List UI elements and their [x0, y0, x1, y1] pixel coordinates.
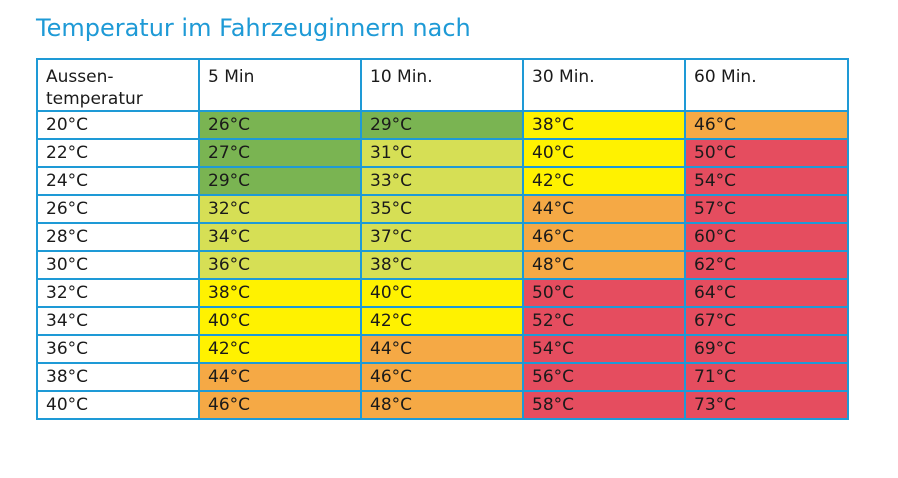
interior-temperature-cell: 54°C — [522, 334, 686, 364]
table-row: 24°C 29°C 33°C 42°C 54°C — [36, 166, 849, 196]
interior-temperature-cell: 60°C — [684, 222, 849, 252]
table-row: 30°C 36°C 38°C 48°C 62°C — [36, 250, 849, 280]
table-row: 40°C 46°C 48°C 58°C 73°C — [36, 390, 849, 420]
table-row: 38°C 44°C 46°C 56°C 71°C — [36, 362, 849, 392]
interior-temperature-cell: 40°C — [360, 278, 524, 308]
outside-temperature-cell: 22°C — [36, 138, 200, 168]
interior-temperature-cell: 44°C — [360, 334, 524, 364]
interior-temperature-cell: 71°C — [684, 362, 849, 392]
interior-temperature-cell: 44°C — [198, 362, 362, 392]
table-row: 32°C 38°C 40°C 50°C 64°C — [36, 278, 849, 308]
outside-temperature-cell: 28°C — [36, 222, 200, 252]
interior-temperature-cell: 48°C — [360, 390, 524, 420]
table-row: 26°C 32°C 35°C 44°C 57°C — [36, 194, 849, 224]
interior-temperature-cell: 46°C — [360, 362, 524, 392]
interior-temperature-cell: 73°C — [684, 390, 849, 420]
interior-temperature-cell: 38°C — [360, 250, 524, 280]
interior-temperature-cell: 44°C — [522, 194, 686, 224]
interior-temperature-cell: 48°C — [522, 250, 686, 280]
interior-temperature-cell: 56°C — [522, 362, 686, 392]
interior-temperature-cell: 32°C — [198, 194, 362, 224]
outside-temperature-cell: 34°C — [36, 306, 200, 336]
interior-temperature-cell: 57°C — [684, 194, 849, 224]
interior-temperature-cell: 27°C — [198, 138, 362, 168]
interior-temperature-cell: 40°C — [198, 306, 362, 336]
interior-temperature-cell: 31°C — [360, 138, 524, 168]
interior-temperature-cell: 26°C — [198, 110, 362, 140]
outside-temperature-cell: 40°C — [36, 390, 200, 420]
outside-temperature-cell: 38°C — [36, 362, 200, 392]
interior-temperature-cell: 52°C — [522, 306, 686, 336]
table-row: 28°C 34°C 37°C 46°C 60°C — [36, 222, 849, 252]
column-header-60-min: 60 Min. — [684, 58, 849, 112]
interior-temperature-cell: 62°C — [684, 250, 849, 280]
interior-temperature-cell: 58°C — [522, 390, 686, 420]
interior-temperature-cell: 46°C — [522, 222, 686, 252]
interior-temperature-cell: 50°C — [522, 278, 686, 308]
table-row: 20°C 26°C 29°C 38°C 46°C — [36, 110, 849, 140]
interior-temperature-cell: 64°C — [684, 278, 849, 308]
column-header-10-min: 10 Min. — [360, 58, 524, 112]
interior-temperature-cell: 50°C — [684, 138, 849, 168]
table-header-row: Aussen- temperatur 5 Min 10 Min. 30 Min.… — [36, 58, 849, 112]
interior-temperature-cell: 42°C — [522, 166, 686, 196]
column-header-label: Aussen- temperatur — [46, 67, 143, 109]
outside-temperature-cell: 26°C — [36, 194, 200, 224]
outside-temperature-cell: 20°C — [36, 110, 200, 140]
interior-temperature-cell: 54°C — [684, 166, 849, 196]
outside-temperature-cell: 32°C — [36, 278, 200, 308]
page-title: Temperatur im Fahrzeuginnern nach — [36, 14, 471, 42]
interior-temperature-cell: 67°C — [684, 306, 849, 336]
table-row: 34°C 40°C 42°C 52°C 67°C — [36, 306, 849, 336]
interior-temperature-cell: 38°C — [522, 110, 686, 140]
interior-temperature-cell: 42°C — [360, 306, 524, 336]
interior-temperature-cell: 34°C — [198, 222, 362, 252]
interior-temperature-cell: 40°C — [522, 138, 686, 168]
interior-temperature-cell: 46°C — [198, 390, 362, 420]
outside-temperature-cell: 36°C — [36, 334, 200, 364]
interior-temperature-cell: 29°C — [360, 110, 524, 140]
interior-temperature-cell: 29°C — [198, 166, 362, 196]
temperature-table: Aussen- temperatur 5 Min 10 Min. 30 Min.… — [36, 58, 849, 420]
table-row: 36°C 42°C 44°C 54°C 69°C — [36, 334, 849, 364]
column-header-30-min: 30 Min. — [522, 58, 686, 112]
interior-temperature-cell: 38°C — [198, 278, 362, 308]
outside-temperature-cell: 30°C — [36, 250, 200, 280]
table-body: 20°C 26°C 29°C 38°C 46°C 22°C 27°C 31°C 40°C 50°C… — [36, 110, 849, 420]
table-row: 22°C 27°C 31°C 40°C 50°C — [36, 138, 849, 168]
interior-temperature-cell: 35°C — [360, 194, 524, 224]
interior-temperature-cell: 69°C — [684, 334, 849, 364]
column-header-outside-temperature: Aussen- temperatur — [36, 58, 200, 112]
interior-temperature-cell: 37°C — [360, 222, 524, 252]
interior-temperature-cell: 46°C — [684, 110, 849, 140]
outside-temperature-cell: 24°C — [36, 166, 200, 196]
interior-temperature-cell: 33°C — [360, 166, 524, 196]
interior-temperature-cell: 42°C — [198, 334, 362, 364]
interior-temperature-cell: 36°C — [198, 250, 362, 280]
column-header-5-min: 5 Min — [198, 58, 362, 112]
